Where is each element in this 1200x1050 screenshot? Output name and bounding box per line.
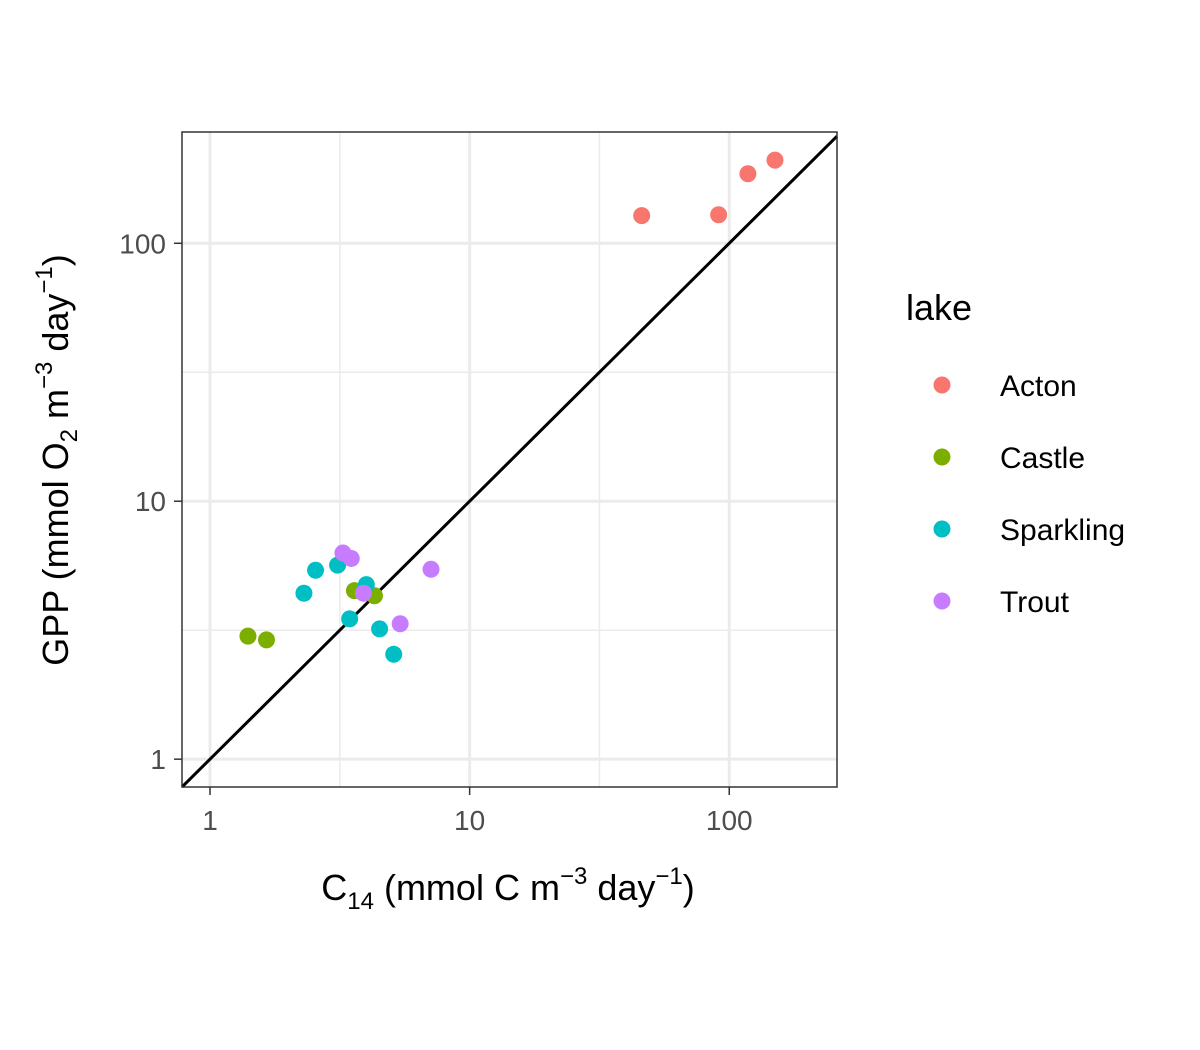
legend-key-trout bbox=[933, 592, 951, 610]
x-axis-title: C14 (mmol C m−3 day−1) bbox=[321, 863, 694, 915]
point-sparkling bbox=[385, 645, 403, 663]
legend-label-acton: Acton bbox=[1000, 370, 1077, 403]
legend-title: lake bbox=[906, 287, 972, 328]
point-castle bbox=[239, 627, 257, 645]
point-acton bbox=[710, 206, 728, 224]
legend: lake Acton Castle Sparkling Trout bbox=[906, 287, 1125, 619]
legend-key-acton bbox=[933, 376, 951, 394]
y-tick-label: 10 bbox=[135, 486, 166, 517]
x-tick-label: 100 bbox=[706, 805, 753, 836]
point-acton bbox=[739, 165, 757, 183]
x-tick-label: 1 bbox=[202, 805, 218, 836]
identity-line bbox=[180, 135, 839, 789]
point-acton bbox=[633, 207, 651, 225]
y-axis-title: GPP (mmol O2 m−3 day−1) bbox=[31, 254, 83, 666]
reference-line-group bbox=[180, 135, 839, 789]
point-trout bbox=[342, 549, 360, 567]
point-sparkling bbox=[307, 561, 325, 579]
point-sparkling bbox=[295, 584, 313, 602]
point-acton bbox=[766, 151, 784, 169]
point-trout bbox=[422, 560, 440, 578]
legend-key-castle bbox=[933, 448, 951, 466]
data-points bbox=[239, 151, 784, 663]
point-trout bbox=[391, 615, 409, 633]
x-tick-label: 10 bbox=[454, 805, 485, 836]
tick-labels: 1 10 100 1 10 100 bbox=[119, 228, 752, 836]
point-trout bbox=[354, 584, 372, 602]
point-sparkling bbox=[341, 610, 359, 628]
legend-label-trout: Trout bbox=[1000, 586, 1070, 619]
legend-label-castle: Castle bbox=[1000, 442, 1085, 475]
y-tick-label: 100 bbox=[119, 228, 166, 259]
grid-minor bbox=[182, 132, 837, 787]
point-sparkling bbox=[371, 620, 389, 638]
axis-ticks bbox=[174, 242, 731, 795]
panel-border bbox=[181, 131, 838, 788]
legend-label-sparkling: Sparkling bbox=[1000, 514, 1125, 547]
legend-items: Acton Castle Sparkling Trout bbox=[933, 370, 1125, 619]
y-tick-label: 1 bbox=[150, 744, 166, 775]
legend-key-sparkling bbox=[933, 520, 951, 538]
point-castle bbox=[257, 631, 275, 649]
